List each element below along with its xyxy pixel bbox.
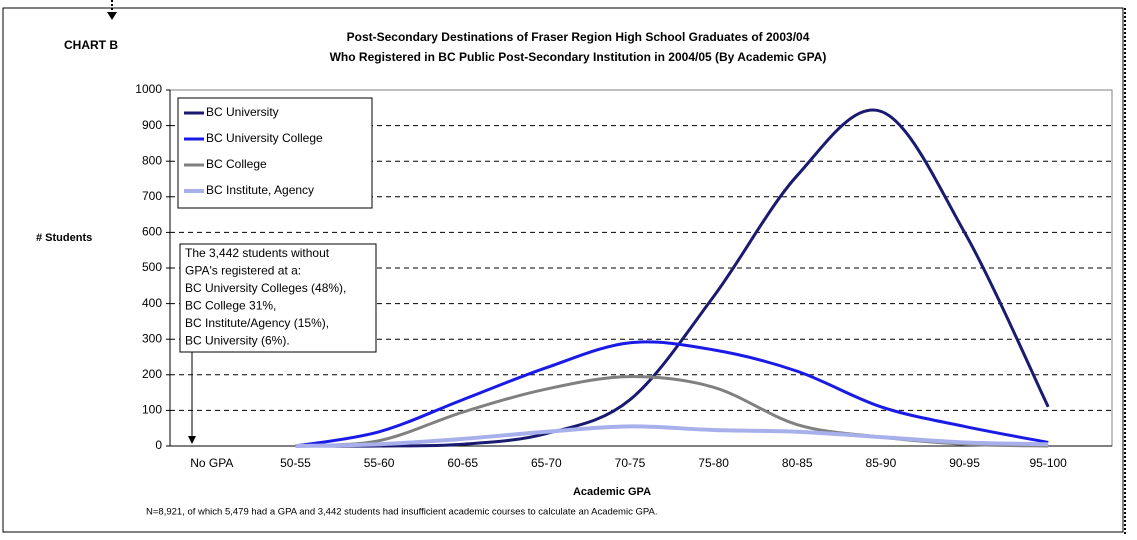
chart-title: Post-Secondary Destinations of Fraser Re… (347, 30, 810, 44)
y-tick-label: 400 (142, 296, 162, 310)
annotation-box (179, 243, 377, 353)
y-tick-label: 200 (142, 367, 162, 381)
x-axis-label: Academic GPA (573, 486, 651, 498)
x-tick-label: 60-65 (447, 456, 478, 470)
y-tick-label: 1000 (135, 82, 162, 96)
annotation-arrow-head (188, 436, 196, 444)
y-tick-label: 100 (142, 403, 162, 417)
x-tick-label: 80-85 (782, 456, 813, 470)
x-tick-label: 75-80 (698, 456, 729, 470)
y-axis-label: # Students (36, 232, 92, 244)
y-tick-label: 700 (142, 189, 162, 203)
x-tick-label: 50-55 (280, 456, 311, 470)
x-tick-label: 65-70 (531, 456, 562, 470)
series-line (295, 375, 1049, 448)
x-tick-label: 55-60 (364, 456, 395, 470)
chart-title: Who Registered in BC Public Post-Seconda… (330, 50, 827, 64)
legend-label: BC College (206, 157, 267, 171)
legend-label: BC University (206, 105, 279, 119)
x-tick-label: 85-90 (866, 456, 897, 470)
series-line (295, 340, 1049, 448)
series-line (295, 108, 1050, 448)
x-tick-label: 90-95 (949, 456, 980, 470)
y-tick-label: 600 (142, 225, 162, 239)
annotation-text: The 3,442 students without (185, 246, 330, 260)
arrow-head (107, 12, 117, 20)
x-tick-label: 95-100 (1029, 456, 1067, 470)
series-line (295, 424, 1049, 448)
x-tick-label: No GPA (190, 456, 233, 470)
x-tick-label: 70-75 (615, 456, 646, 470)
y-tick-label: 300 (142, 331, 162, 345)
legend-box (177, 97, 373, 209)
annotation-text: BC College 31%, (185, 299, 276, 313)
footnote: N=8,921, of which 5,479 had a GPA and 3,… (146, 507, 657, 518)
frame (2, 7, 1124, 533)
y-tick-label: 900 (142, 118, 162, 132)
y-tick-label: 800 (142, 153, 162, 167)
legend-label: BC Institute, Agency (206, 183, 314, 197)
annotation-text: BC University (6%). (185, 334, 290, 348)
annotation-text: BC Institute/Agency (15%), (185, 316, 329, 330)
annotation-text: BC University Colleges (48%), (185, 281, 346, 295)
legend-label: BC University College (206, 131, 323, 145)
y-tick-label: 500 (142, 260, 162, 274)
annotation-text: GPA's registered at a: (185, 264, 301, 278)
chart-label: CHART B (64, 38, 118, 52)
y-tick-label: 0 (155, 438, 162, 452)
